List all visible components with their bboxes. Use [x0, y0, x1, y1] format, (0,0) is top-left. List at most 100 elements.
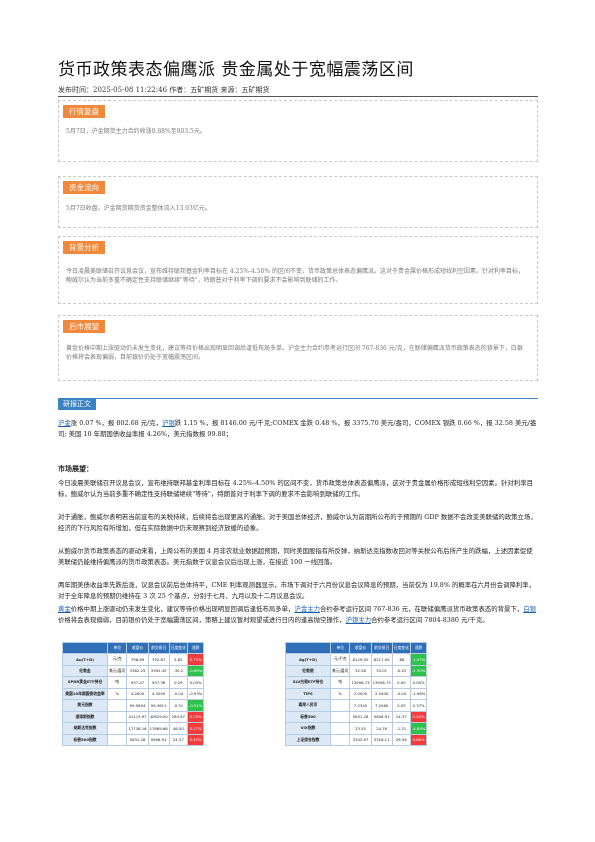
strategy-text: 合约参考运行区间 7804-8380 元/千克。: [371, 615, 489, 624]
change-cell: -0.43: [391, 664, 411, 677]
table-row: 美国10年期国债收益率% 4.2600 4.3000 -0.04 -0.93%: [62, 687, 205, 700]
close-cell: 798.69: [126, 653, 149, 666]
gold-main-link[interactable]: 沪金主力: [294, 605, 321, 613]
close-cell: 41113.97: [126, 710, 149, 723]
close-cell: 17738.16: [126, 722, 149, 735]
unit-cell: 元/千克: [329, 653, 351, 666]
row-label: 上证综合指数: [285, 733, 331, 746]
close-cell: 3342.67: [349, 733, 372, 746]
column-header: 日度变化: [168, 642, 188, 654]
row-label: 伦敦银: [285, 664, 331, 677]
close-cell: 3362.25: [126, 664, 149, 677]
treasury-paragraph: 两年期美债收益率先跌后涨，议息会议前后总体持平，CME 利率观测器显示，市场下调…: [58, 581, 536, 600]
row-label: 离岸人民币: [285, 699, 331, 712]
strategy-text: 价格中期上涨驱动仍未发生变化，建议等待价格出现明显回调后逢低布局多单，: [70, 605, 295, 613]
change-cell: -30.2: [168, 664, 188, 677]
main-tag: 研报正文: [58, 398, 96, 410]
pct-cell: 0.00%: [409, 676, 428, 689]
column-header: 日度变化: [391, 642, 411, 654]
section-tag: 后市展望: [63, 320, 105, 333]
change-cell: 26.56: [391, 733, 411, 746]
pct-cell: 0.43%: [186, 733, 205, 746]
prev-cell: 13958.73: [370, 676, 393, 689]
row-label: SPDR黄金ETF持仓: [62, 676, 108, 689]
unit-cell: %: [106, 687, 128, 700]
table-row: 纳斯达克指数 17738.16 17689.66 48.50 0.27%: [62, 722, 205, 735]
change-cell: -0.51: [168, 699, 188, 712]
change-cell: 0.29: [168, 676, 188, 689]
prev-cell: 7.2080: [370, 699, 393, 712]
table-row: 标普500 5631.28 5606.91 24.37 0.43%: [285, 710, 428, 723]
close-cell: 99.5644: [126, 699, 149, 712]
pct-cell: 0.37%: [409, 699, 428, 712]
prev-cell: 2.0400: [370, 687, 393, 700]
pct-cell: 0.03%: [186, 676, 205, 689]
table-row: 美元指数 99.5644 99.3611 -0.51 -0.51%: [62, 699, 205, 712]
unit-cell: 美元/盎司: [329, 664, 351, 677]
close-cell: 5631.28: [349, 710, 372, 723]
table-row: 道琼斯指数 41113.97 40829.00 284.97 0.70%: [62, 710, 205, 723]
section-background: 背景分析 今日凌晨美联储召开议息会议，宣布维持联邦基金利率目标在 4.25%-4…: [58, 236, 538, 304]
pct-cell: 0.27%: [186, 722, 205, 735]
row-label: 纳斯达克指数: [62, 722, 108, 735]
prev-cell: 8217.00: [370, 653, 393, 666]
row-label: Au(T+D): [62, 653, 108, 666]
silver-main-link[interactable]: 沪银主力: [345, 615, 372, 624]
prev-cell: 4.3000: [147, 687, 170, 700]
table-row: 标普500指数 5631.28 5606.91 24.37 0.43%: [62, 733, 205, 746]
section-text: 5月7日，沪金期货主力合约收涨0.88%至803.5元。: [66, 128, 206, 135]
quote-paragraph: 沪金涨 0.07 %，报 802.68 元/克，沪银跌 1.15 %，报 814…: [58, 418, 538, 439]
close-cell: 8129.00: [349, 653, 372, 666]
silver-quote-table: 单位 收盘价 前交易日 日度变化 涨跌 Ag(T+D) 元/千克 8129.00 8217.00…: [285, 642, 428, 746]
unit-cell: [106, 733, 128, 746]
row-label: TIPS: [285, 687, 331, 700]
outlook-heading: 市场展望：: [58, 465, 93, 473]
row-label: SLV白银ETF持仓: [285, 676, 331, 689]
section-text: 5月7日收盘，沪金期货期货资金整体流入13.93亿元。: [66, 205, 211, 212]
section-tag: 背景分析: [63, 241, 105, 254]
column-header: 前交易日: [370, 642, 393, 654]
row-label: 伦敦金: [62, 664, 108, 677]
gold-link[interactable]: 沪金: [58, 419, 71, 427]
unit-cell: [329, 722, 351, 735]
pct-cell: -0.51%: [186, 699, 205, 712]
column-header: [62, 642, 108, 654]
silver-link[interactable]: 白银: [523, 605, 536, 613]
prev-cell: 99.3611: [147, 699, 170, 712]
unit-cell: 吨: [106, 676, 128, 689]
gold-link[interactable]: 黄金: [58, 605, 71, 613]
unit-cell: %: [329, 687, 351, 700]
table-row: TIPS% 2.0000 2.0400 -0.04 -1.96%: [285, 687, 428, 700]
quote-text: 跌 1.15 %，报 8146.00 元/千克;COMEX 金跌 0.48 %，…: [58, 419, 537, 438]
prev-cell: 33.01: [370, 664, 393, 677]
unit-cell: [106, 710, 128, 723]
column-header: [285, 642, 331, 654]
change-cell: -1.21: [391, 722, 411, 735]
section-outlook: 后市展望 黄金价格中期上涨驱动仍未发生变化，建议等待价格出现明显回调后逢低布局多…: [58, 315, 538, 381]
column-header: 收盘价: [349, 642, 372, 654]
row-label: 标普500: [285, 710, 331, 723]
row-label: 美国10年期国债收益率: [62, 687, 108, 700]
section-market-review: 行情复盘 5月7日，沪金期货主力合约收涨0.88%至803.5元。: [58, 100, 538, 162]
section-text: 黄金价格中期上涨驱动仍未发生变化，建议等待价格出现明显回调后逢低布局多单。沪金主…: [66, 345, 523, 361]
driver-paragraph: 从鲍威尔货币政策表态的驱动来看，上周公布的美国 4 月非农就业数据超预期，同时美…: [58, 547, 533, 566]
change-cell: 0.03: [391, 699, 411, 712]
change-cell: -88: [391, 653, 411, 666]
close-cell: 23.55: [349, 722, 372, 735]
row-label: 标普500指数: [62, 733, 108, 746]
pct-cell: 0.73%: [186, 653, 205, 666]
unit-cell: [106, 722, 128, 735]
row-label: VIX指数: [285, 722, 331, 735]
table-row: 上证综合指数 3342.67 3316.11 26.56 0.80%: [285, 733, 428, 746]
unit-cell: 美元/盎司: [106, 664, 128, 677]
unit-cell: [329, 733, 351, 746]
column-header: 涨跌: [186, 642, 205, 654]
close-cell: 32.58: [349, 664, 372, 677]
table-header-row: 单位 收盘价 前交易日 日度变化 涨跌: [285, 642, 428, 654]
close-cell: 937.47: [126, 676, 149, 689]
column-header: 涨跌: [409, 642, 428, 654]
strategy-text: 价格将会表现偏弱，目前银价仍处于宽幅震荡区间，策略上建议暂时观望或进行日内的逢高…: [58, 615, 346, 624]
silver-link[interactable]: 沪银: [162, 419, 175, 427]
inflation-paragraph: 对于通胀，鲍威尔表明若当前宣布的关税持续，后续将会出现更高的通胀。对于美国总体经…: [58, 513, 537, 532]
change-cell: 284.97: [168, 710, 188, 723]
